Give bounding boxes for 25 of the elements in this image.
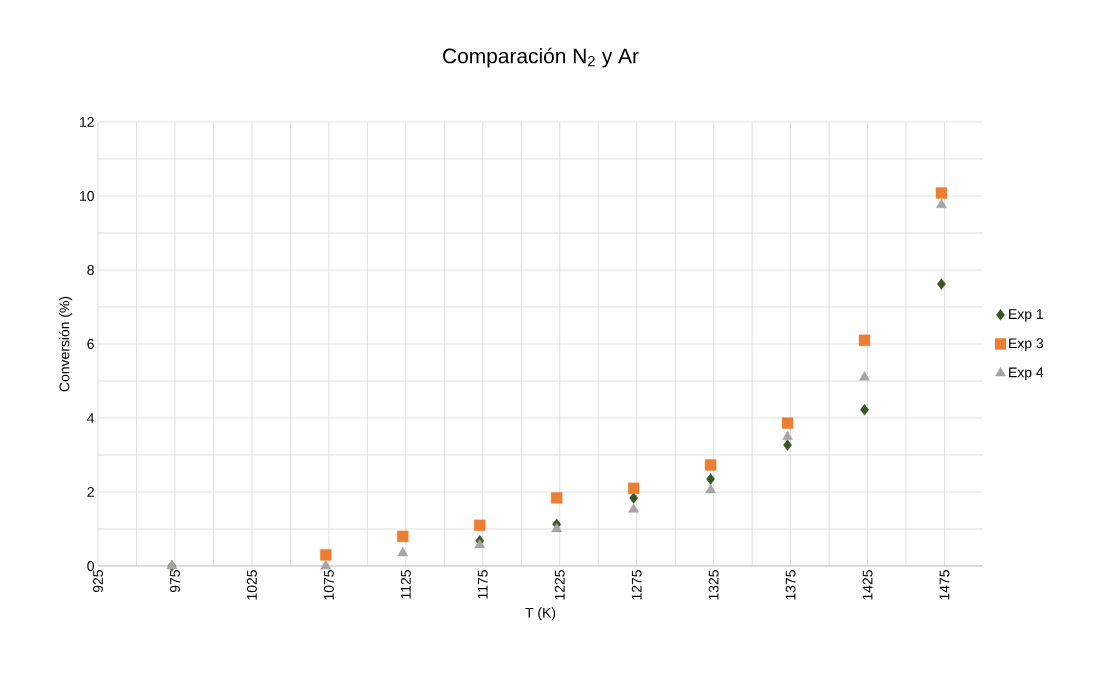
x-tick-label: 1425 [862, 570, 873, 600]
y-tick-label: 0 [87, 561, 94, 571]
x-tick-label: 1025 [246, 570, 257, 600]
y-axis-title: Conversión (%) [58, 296, 73, 392]
y-tick-label: 10 [80, 191, 94, 201]
x-tick-label: 1275 [631, 570, 642, 600]
x-tick-label: 1475 [939, 570, 950, 600]
y-tick-label: 6 [87, 339, 94, 349]
x-tick-label: 1075 [323, 570, 334, 600]
y-tick-label: 2 [87, 487, 94, 497]
x-tick-label: 1375 [785, 570, 796, 600]
y-tick-label: 12 [80, 117, 94, 127]
x-tick-label: 1225 [554, 570, 565, 600]
x-tick-label: 1175 [477, 570, 488, 599]
chart-title: Comparación N$_{2}$ y Ar [443, 47, 639, 68]
legend-label: Exp 1 [1009, 309, 1043, 322]
legend-label: Exp 4 [1009, 367, 1044, 381]
x-tick-label: 1325 [708, 570, 719, 600]
x-tick-label: 925 [93, 570, 103, 593]
y-tick-label: 8 [87, 265, 94, 275]
legend-label: Exp 3 [1009, 338, 1044, 351]
y-tick-label: 4 [87, 413, 95, 423]
x-tick-label: 1125 [400, 570, 411, 599]
x-tick-label: 975 [170, 570, 180, 593]
x-axis-title: T (K) [525, 607, 556, 621]
